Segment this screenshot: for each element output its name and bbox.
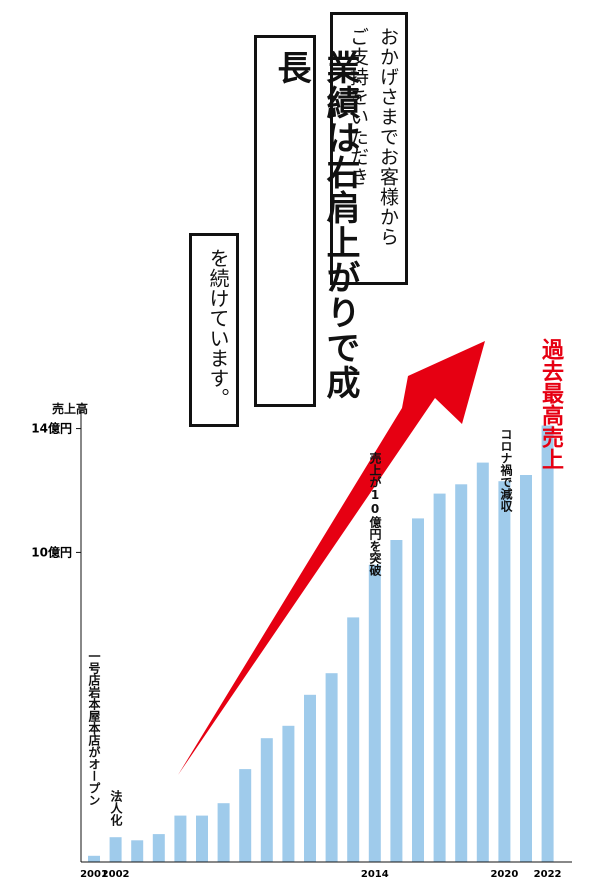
bar-2009 bbox=[260, 738, 273, 862]
annotation-first-store: 一号店岩本屋本店がオープン bbox=[87, 650, 101, 806]
intro-line-2: ご支持をいただき bbox=[347, 27, 369, 187]
bar-2010 bbox=[282, 725, 295, 862]
growth-arrow bbox=[178, 341, 485, 775]
bar-2020 bbox=[498, 481, 511, 862]
y-tick-label: 10億円 bbox=[31, 544, 72, 559]
headline-box: 業績は右肩上がりで成長 bbox=[254, 35, 360, 407]
bar-2003 bbox=[131, 840, 144, 862]
bar-2005 bbox=[174, 815, 187, 862]
bar-2004 bbox=[152, 834, 165, 862]
bar-2002 bbox=[109, 837, 122, 862]
annotation-record-sales: 過去最高売上 bbox=[538, 338, 563, 470]
x-tick-label-2014: 2014 bbox=[361, 869, 389, 880]
y-axis-title: 売上高 bbox=[52, 402, 89, 416]
y-tick-label: 14億円 bbox=[31, 421, 72, 436]
bar-2013 bbox=[347, 617, 360, 862]
bar-2019 bbox=[476, 462, 489, 862]
bar-2018 bbox=[455, 484, 468, 862]
bar-2008 bbox=[239, 769, 252, 862]
annotation-incorporation: 法人化 bbox=[109, 790, 123, 826]
annotation-1billion: 売上が10億円を突破 bbox=[368, 452, 382, 576]
bar-2006 bbox=[196, 815, 208, 862]
bar-2014 bbox=[368, 564, 381, 862]
bar-2021 bbox=[520, 475, 532, 862]
bar-2017 bbox=[433, 493, 446, 862]
bar-2016 bbox=[412, 518, 424, 862]
intro-line-1: おかげさまでお客様から bbox=[377, 27, 399, 247]
y-ticks: 10億円 14億円 bbox=[31, 421, 81, 559]
bar-2001 bbox=[88, 855, 100, 862]
tail-box: を続けています。 bbox=[189, 233, 239, 427]
tail-text: を続けています。 bbox=[206, 248, 230, 408]
bar-2011 bbox=[304, 694, 316, 862]
annotation-covid: コロナ禍で減収 bbox=[499, 428, 513, 512]
bar-2015 bbox=[390, 540, 403, 862]
headline: 業績は右肩上がりで成長 bbox=[271, 50, 360, 400]
bar-2007 bbox=[217, 803, 230, 862]
bar-series bbox=[88, 425, 554, 862]
intro-box: おかげさまでお客様から ご支持をいただき bbox=[330, 12, 408, 285]
bar-2012 bbox=[325, 673, 338, 862]
x-tick-label-2022: 2022 bbox=[534, 869, 562, 880]
x-tick-label-2002: 2002 bbox=[102, 869, 130, 880]
x-tick-label-2001: 2001 bbox=[80, 869, 108, 880]
x-tick-label-2020: 2020 bbox=[490, 869, 518, 880]
bar-2022 bbox=[541, 425, 554, 862]
